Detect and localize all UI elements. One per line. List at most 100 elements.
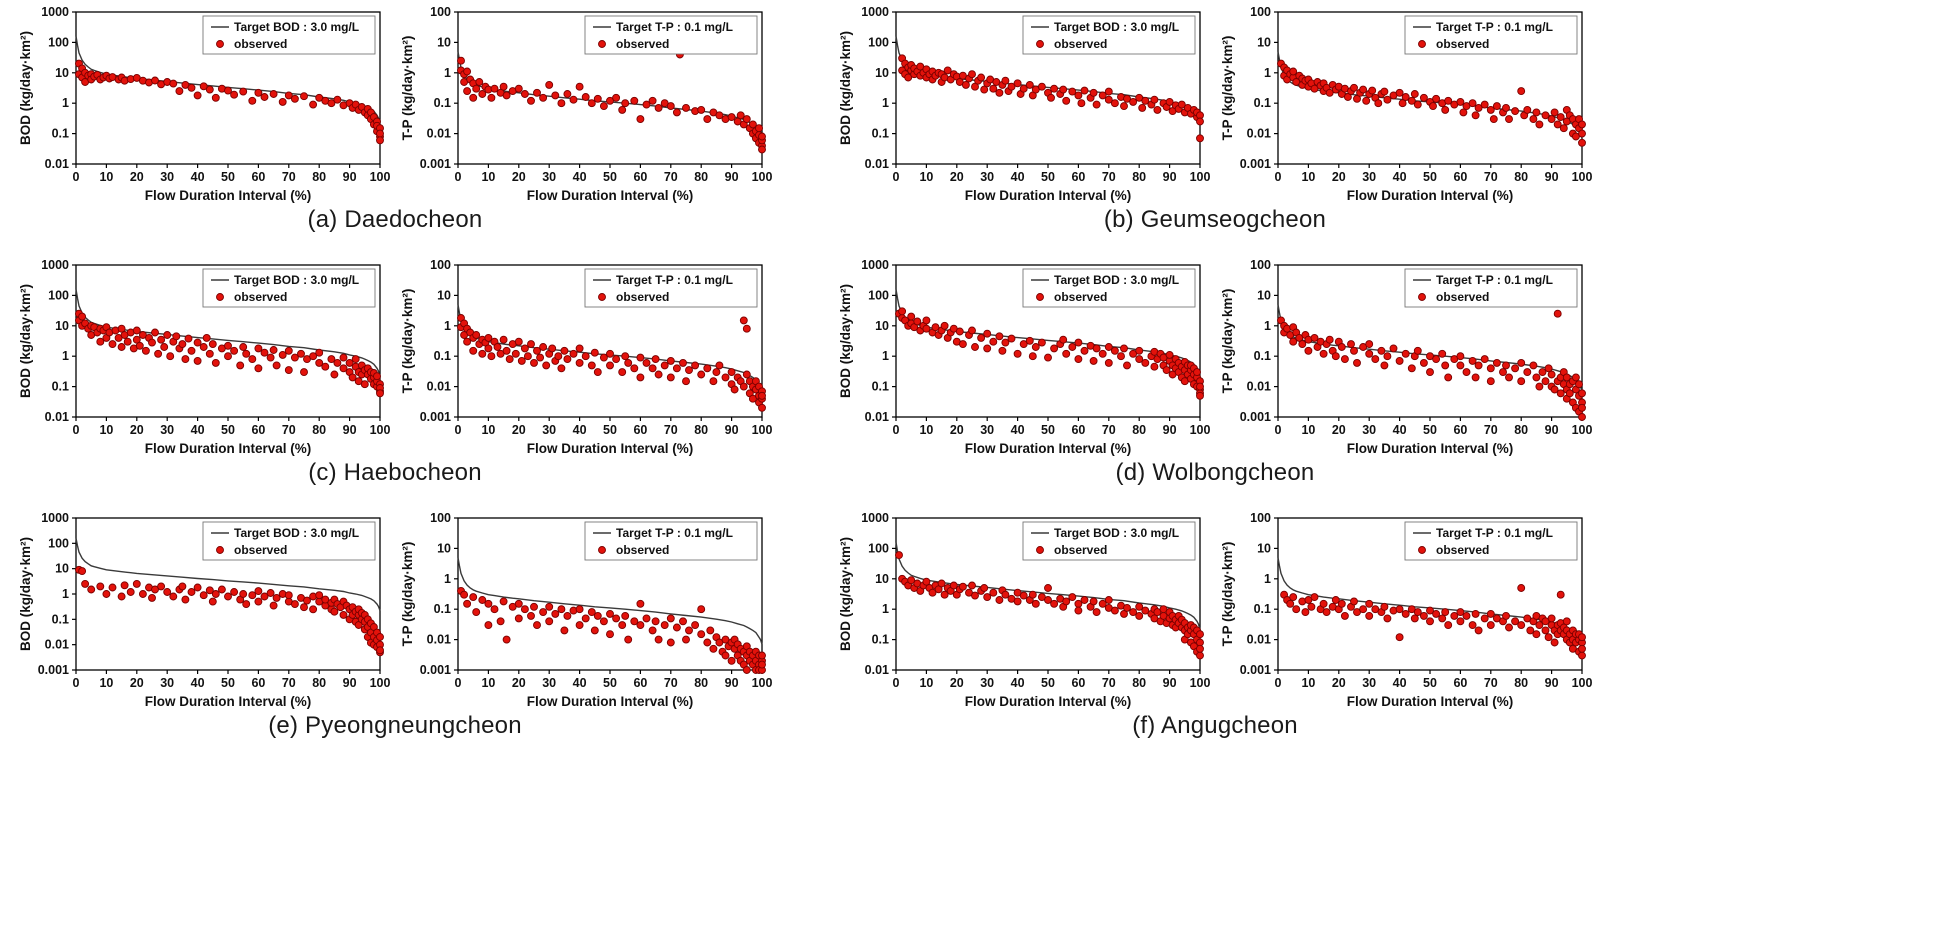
- svg-text:50: 50: [1041, 423, 1055, 437]
- svg-text:100: 100: [868, 35, 889, 49]
- chart-b-bod: 1000 100 10 1 0.1 0.01 0 10 20 30 40 50 60 70 80 90 100 T…: [836, 4, 1210, 204]
- svg-text:100: 100: [1572, 423, 1592, 437]
- svg-text:100: 100: [868, 288, 889, 302]
- svg-text:70: 70: [1102, 423, 1116, 437]
- svg-text:40: 40: [573, 423, 587, 437]
- svg-text:0: 0: [455, 676, 462, 690]
- svg-text:10: 10: [1301, 170, 1315, 184]
- svg-text:90: 90: [725, 170, 739, 184]
- svg-text:100: 100: [1250, 511, 1271, 525]
- svg-text:observed: observed: [234, 543, 287, 557]
- chart-e-bod: 1000 100 10 1 0.1 0.01 0.001 0 10 20 30 40 50 60 70 80 9…: [16, 510, 390, 710]
- svg-text:40: 40: [1011, 676, 1025, 690]
- svg-text:100: 100: [1250, 258, 1271, 272]
- svg-text:0: 0: [73, 676, 80, 690]
- svg-text:30: 30: [542, 170, 556, 184]
- svg-text:Target BOD : 3.0 mg/L: Target BOD : 3.0 mg/L: [1054, 273, 1179, 287]
- svg-text:40: 40: [573, 676, 587, 690]
- svg-text:100: 100: [1190, 676, 1210, 690]
- svg-text:10: 10: [99, 676, 113, 690]
- svg-text:Flow Duration Interval (%): Flow Duration Interval (%): [527, 188, 694, 203]
- chart-d-bod: 1000 100 10 1 0.1 0.01 0 10 20 30 40 50 60 70 80 90 100 T…: [836, 257, 1210, 457]
- svg-text:30: 30: [160, 676, 174, 690]
- svg-text:T-P (kg/day·km²): T-P (kg/day·km²): [1220, 289, 1235, 394]
- panel-c-caption: (c) Haebocheon: [308, 459, 482, 486]
- svg-text:100: 100: [752, 170, 772, 184]
- panel-f-caption: (f) Angugcheon: [1132, 712, 1298, 739]
- svg-text:30: 30: [980, 423, 994, 437]
- chart-a-bod: 1000 100 10 1 0.1 0.01 0 10 20 30 40 50 60 70 80 90 100 T…: [16, 4, 390, 204]
- svg-text:1000: 1000: [861, 5, 889, 19]
- svg-text:10: 10: [437, 35, 451, 49]
- svg-text:10: 10: [875, 572, 889, 586]
- panel-c: 1000 100 10 1 0.1 0.01 0 10 20 30 40 50 60 70 80 90 100 T…: [16, 257, 774, 487]
- svg-text:observed: observed: [1054, 290, 1107, 304]
- svg-text:1: 1: [444, 319, 451, 333]
- svg-text:observed: observed: [234, 37, 287, 51]
- svg-text:100: 100: [1190, 170, 1210, 184]
- svg-text:60: 60: [251, 676, 265, 690]
- svg-text:10: 10: [875, 319, 889, 333]
- svg-text:10: 10: [55, 66, 69, 80]
- svg-text:70: 70: [664, 170, 678, 184]
- svg-text:Target BOD : 3.0 mg/L: Target BOD : 3.0 mg/L: [1054, 526, 1179, 540]
- svg-text:20: 20: [512, 170, 526, 184]
- svg-text:T-P (kg/day·km²): T-P (kg/day·km²): [1220, 542, 1235, 647]
- svg-text:20: 20: [130, 676, 144, 690]
- svg-text:80: 80: [1132, 676, 1146, 690]
- panel-a-caption: (a) Daedocheon: [307, 206, 483, 233]
- svg-text:T-P (kg/day·km²): T-P (kg/day·km²): [400, 289, 415, 394]
- svg-text:0.001: 0.001: [420, 157, 451, 171]
- svg-text:1000: 1000: [41, 258, 69, 272]
- svg-text:80: 80: [694, 676, 708, 690]
- svg-text:10: 10: [1301, 423, 1315, 437]
- svg-text:70: 70: [664, 676, 678, 690]
- svg-text:100: 100: [1572, 170, 1592, 184]
- svg-text:1: 1: [444, 572, 451, 586]
- svg-text:0: 0: [1275, 170, 1282, 184]
- svg-text:60: 60: [1071, 170, 1085, 184]
- svg-text:20: 20: [130, 170, 144, 184]
- svg-text:10: 10: [1301, 676, 1315, 690]
- svg-text:0.1: 0.1: [872, 633, 889, 647]
- chart-c-bod: 1000 100 10 1 0.1 0.01 0 10 20 30 40 50 60 70 80 90 100 T…: [16, 257, 390, 457]
- svg-text:Flow Duration Interval (%): Flow Duration Interval (%): [527, 694, 694, 709]
- panel-a-charts: 1000 100 10 1 0.1 0.01 0 10 20 30 40 50 60 70 80 90 100 T…: [16, 4, 774, 204]
- svg-text:70: 70: [1484, 170, 1498, 184]
- panel-f: 1000 100 10 1 0.1 0.01 0 10 20 30 40 50 60 70 80 90 100 T…: [836, 510, 1594, 740]
- svg-text:0.01: 0.01: [1247, 633, 1271, 647]
- svg-text:Flow Duration Interval (%): Flow Duration Interval (%): [965, 694, 1132, 709]
- svg-text:100: 100: [430, 5, 451, 19]
- svg-text:T-P (kg/day·km²): T-P (kg/day·km²): [400, 542, 415, 647]
- svg-text:Target T-P : 0.1 mg/L: Target T-P : 0.1 mg/L: [1436, 20, 1553, 34]
- svg-text:Flow Duration Interval (%): Flow Duration Interval (%): [1347, 188, 1514, 203]
- svg-text:70: 70: [282, 676, 296, 690]
- svg-text:1: 1: [882, 349, 889, 363]
- svg-text:20: 20: [1332, 423, 1346, 437]
- svg-text:0.1: 0.1: [52, 380, 69, 394]
- svg-text:0.01: 0.01: [427, 633, 451, 647]
- svg-text:observed: observed: [616, 543, 669, 557]
- svg-text:30: 30: [1362, 676, 1376, 690]
- svg-text:0.1: 0.1: [434, 602, 451, 616]
- panel-e: 1000 100 10 1 0.1 0.01 0.001 0 10 20 30 40 50 60 70 80 9…: [16, 510, 774, 740]
- svg-text:Flow Duration Interval (%): Flow Duration Interval (%): [527, 441, 694, 456]
- panel-b: 1000 100 10 1 0.1 0.01 0 10 20 30 40 50 60 70 80 90 100 T…: [836, 4, 1594, 234]
- svg-text:90: 90: [1163, 170, 1177, 184]
- svg-text:50: 50: [1041, 676, 1055, 690]
- svg-text:10: 10: [1257, 35, 1271, 49]
- svg-text:0: 0: [73, 170, 80, 184]
- svg-text:Target T-P : 0.1 mg/L: Target T-P : 0.1 mg/L: [616, 526, 733, 540]
- svg-text:30: 30: [542, 423, 556, 437]
- svg-text:Target T-P : 0.1 mg/L: Target T-P : 0.1 mg/L: [1436, 273, 1553, 287]
- svg-text:20: 20: [950, 676, 964, 690]
- svg-text:Flow Duration Interval (%): Flow Duration Interval (%): [145, 441, 312, 456]
- svg-text:60: 60: [1453, 676, 1467, 690]
- svg-text:Target T-P : 0.1 mg/L: Target T-P : 0.1 mg/L: [616, 20, 733, 34]
- svg-text:1: 1: [62, 349, 69, 363]
- svg-text:1: 1: [1264, 319, 1271, 333]
- svg-text:0: 0: [455, 170, 462, 184]
- svg-text:10: 10: [481, 676, 495, 690]
- svg-text:30: 30: [160, 423, 174, 437]
- svg-text:observed: observed: [234, 290, 287, 304]
